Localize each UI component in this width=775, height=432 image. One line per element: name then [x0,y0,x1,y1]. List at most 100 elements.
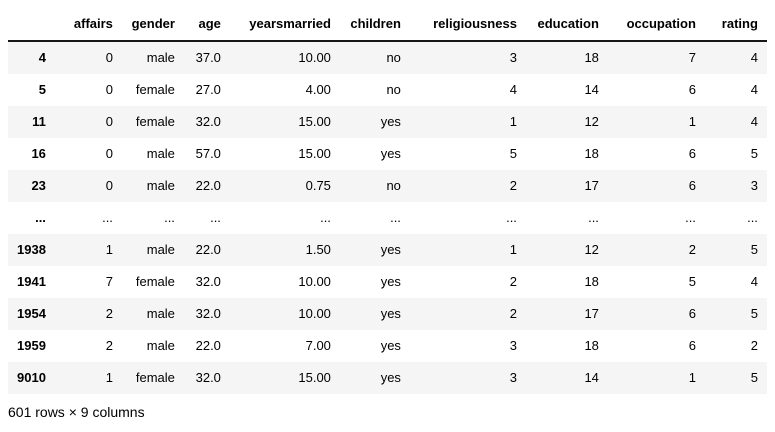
table-cell: 32.0 [195,306,221,321]
table-cell: 1 [688,370,696,385]
table-cell: 5 [750,146,758,161]
table-cell: 2 [509,274,517,289]
row-index: 5 [38,82,46,97]
table-cell: 57.0 [195,146,221,161]
column-header-gender: gender [121,8,184,42]
table-cell: 3 [509,50,517,65]
table-cell: yes [380,338,401,353]
table-cell: ... [164,210,175,225]
table-cell: ... [685,210,696,225]
table-row: 16 0 male 57.0 15.00 yes 5 18 6 5 [8,138,767,170]
table-cell: male [146,178,175,193]
table-cell: 3 [750,178,758,193]
table-row: .............................. [8,202,767,234]
table-row: 4 0 male 37.0 10.00 no 3 18 7 4 [8,41,767,74]
table-cell: ... [588,210,599,225]
table-cell: 5 [750,242,758,257]
table-row: 11 0 female 32.0 15.00 yes 1 12 1 4 [8,106,767,138]
table-cell: female [135,82,175,97]
table-cell: 2 [105,338,113,353]
table-cell: 7 [688,50,696,65]
table-cell: female [135,114,175,129]
column-header-religiousness: religiousness [409,8,526,42]
column-header-yearsmarried: yearsmarried [229,8,340,42]
table-cell: 0 [105,50,113,65]
table-cell: 5 [750,370,758,385]
column-header-age: age [183,8,230,42]
table-cell: 2 [750,338,758,353]
table-cell: 2 [105,306,113,321]
table-cell: 0.75 [305,178,331,193]
table-cell: 2 [509,306,517,321]
table-cell: 15.00 [298,370,331,385]
table-row: 1941 7 female 32.0 10.00 yes 2 18 5 4 [8,266,767,298]
table-cell: 1 [105,242,113,257]
table-cell: 12 [584,242,599,257]
table-cell: 17 [584,178,599,193]
table-row: 23 0 male 22.0 0.75 no 2 17 6 3 [8,170,767,202]
table-cell: ... [102,210,113,225]
table-cell: 22.0 [195,242,221,257]
table-cell: 1.50 [305,242,331,257]
table-cell: 18 [584,146,599,161]
row-index: 1954 [17,306,46,321]
table-cell: male [146,306,175,321]
row-index: 4 [38,50,46,65]
table-cell: yes [380,370,401,385]
table-body: 4 0 male 37.0 10.00 no 3 18 7 4 5 0 female 27.0 4.00 no… [8,41,767,394]
table-cell: male [146,242,175,257]
table-cell: 18 [584,50,599,65]
table-cell: 37.0 [195,50,221,65]
table-cell: female [135,274,175,289]
table-cell: 22.0 [195,338,221,353]
table-cell: no [386,178,401,193]
table-cell: no [386,50,401,65]
table-cell: 7.00 [305,338,331,353]
row-index: 1959 [17,338,46,353]
table-cell: 5 [688,274,696,289]
table-cell: ... [320,210,331,225]
column-header-affairs: affairs [54,8,122,42]
table-cell: male [146,50,175,65]
table-cell: 1 [509,114,517,129]
table-cell: 32.0 [195,370,221,385]
table-cell: 3 [509,370,517,385]
table-cell: 18 [584,338,599,353]
table-cell: male [146,146,175,161]
table-cell: 4 [750,274,758,289]
row-index: 16 [31,146,46,161]
table-cell: 22.0 [195,178,221,193]
table-cell: 32.0 [195,114,221,129]
table-cell: 6 [688,178,696,193]
table-cell: 5 [509,146,517,161]
table-cell: 0 [105,82,113,97]
table-cell: 7 [105,274,113,289]
column-header-occupation: occupation [607,8,705,42]
table-cell: 32.0 [195,274,221,289]
table-cell: 10.00 [298,306,331,321]
table-row: 9010 1 female 32.0 15.00 yes 3 14 1 5 [8,362,767,394]
table-cell: 3 [509,338,517,353]
table-row: 1938 1 male 22.0 1.50 yes 1 12 2 5 [8,234,767,266]
table-cell: 18 [584,274,599,289]
table-row: 1954 2 male 32.0 10.00 yes 2 17 6 5 [8,298,767,330]
table-cell: 5 [750,306,758,321]
table-row: 1959 2 male 22.0 7.00 yes 3 18 6 2 [8,330,767,362]
table-cell: 4 [750,114,758,129]
table-cell: 15.00 [298,114,331,129]
table-cell: ... [506,210,517,225]
column-header-children: children [339,8,410,42]
table-cell: 4.00 [305,82,331,97]
column-header-education: education [525,8,608,42]
table-cell: yes [380,114,401,129]
table-cell: 6 [688,306,696,321]
table-cell: 6 [688,338,696,353]
row-index: 1941 [17,274,46,289]
table-cell: 2 [509,178,517,193]
table-cell: yes [380,242,401,257]
table-cell: ... [747,210,758,225]
table-cell: 0 [105,178,113,193]
table-cell: 10.00 [298,50,331,65]
row-index: 23 [31,178,46,193]
table-cell: 12 [584,114,599,129]
